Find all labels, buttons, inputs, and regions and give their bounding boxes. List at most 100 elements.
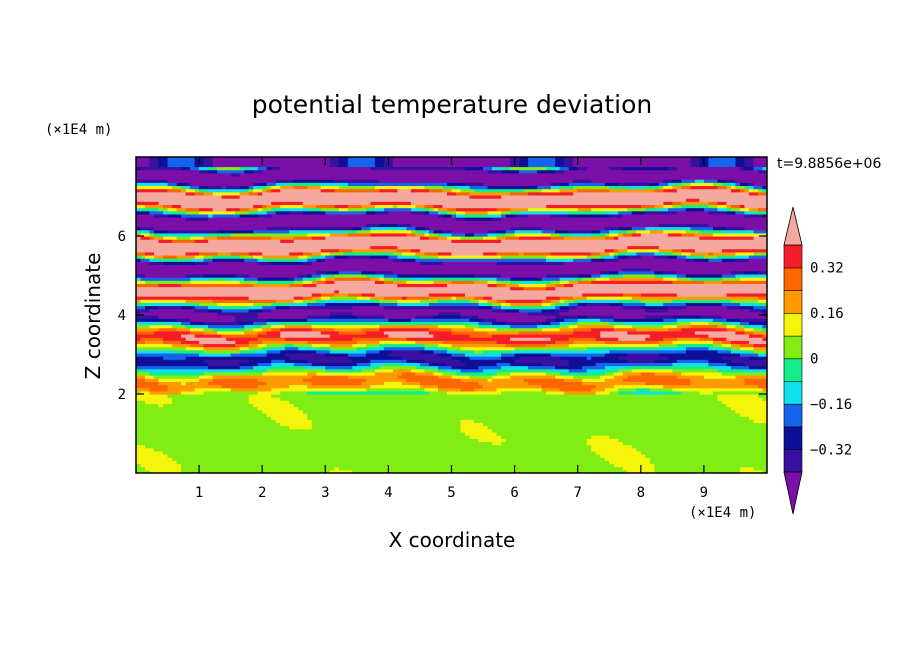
- contour-cell: [199, 302, 218, 307]
- contour-cell: [154, 375, 200, 379]
- contour-cell: [311, 236, 326, 240]
- contour-cell: [474, 280, 489, 284]
- contour-cell: [262, 204, 268, 209]
- contour-cell: [298, 406, 732, 411]
- contour-cell: [383, 163, 394, 168]
- contour-cell: [762, 324, 767, 329]
- contour-cell: [735, 185, 746, 190]
- contour-cell: [721, 371, 767, 376]
- contour-cell: [465, 182, 484, 187]
- contour-cell: [712, 182, 723, 187]
- contour-cell: [302, 280, 313, 284]
- contour-cell: [262, 371, 308, 376]
- contour-cell: [541, 308, 556, 313]
- contour-cell: [338, 330, 367, 335]
- contour-cell: [158, 160, 169, 164]
- contour-cell: [230, 232, 308, 237]
- contour-cell: [501, 390, 547, 395]
- contour-cell: [550, 280, 561, 284]
- contour-cell: [739, 166, 746, 171]
- contour-cell: [492, 428, 767, 433]
- contour-cell: [136, 254, 142, 259]
- contour-cell: [167, 384, 223, 389]
- contour-cell: [717, 201, 728, 205]
- contour-cell: [433, 333, 471, 338]
- contour-cell: [383, 280, 394, 284]
- contour-cell: [573, 296, 588, 300]
- contour-cell: [555, 157, 565, 161]
- contour-cell: [595, 450, 642, 455]
- contour-cell: [523, 188, 543, 193]
- contour-cell: [136, 311, 142, 316]
- contour-cell: [140, 337, 164, 341]
- contour-cell: [496, 261, 565, 266]
- contour-cell: [663, 179, 673, 183]
- contour-cell: [658, 223, 710, 228]
- contour-cell: [248, 251, 263, 256]
- contour-cell: [185, 381, 209, 386]
- contour-cell: [406, 359, 426, 363]
- contour-cell: [591, 251, 601, 256]
- contour-cell: [564, 163, 574, 168]
- contour-cell: [622, 232, 633, 237]
- contour-cell: [609, 166, 624, 171]
- contour-cell: [320, 292, 335, 297]
- contour-cell: [217, 166, 241, 171]
- contour-cell: [730, 188, 741, 193]
- contour-cell: [753, 349, 767, 354]
- contour-cell: [753, 182, 767, 187]
- contour-cell: [694, 179, 705, 183]
- contour-cell: [145, 251, 155, 256]
- contour-cell: [735, 327, 746, 332]
- contour-cell: [523, 378, 565, 382]
- contour-cell: [694, 258, 710, 262]
- contour-cell: [757, 207, 767, 212]
- contour-cell: [154, 213, 169, 218]
- contour-cell: [307, 365, 326, 370]
- contour-cell: [645, 454, 767, 458]
- contour-cell: [397, 302, 430, 307]
- contour-cell: [437, 299, 471, 303]
- contour-cell: [721, 356, 750, 360]
- contour-cell: [302, 283, 317, 288]
- contour-cell: [352, 305, 385, 310]
- contour-cell: [582, 292, 624, 297]
- contour-cell: [145, 305, 160, 310]
- contour-cell: [757, 169, 767, 174]
- contour-cell: [293, 299, 304, 303]
- colorbar-band: [783, 267, 803, 292]
- contour-cell: [501, 166, 511, 171]
- contour-cell: [217, 311, 259, 316]
- contour-cell: [600, 273, 610, 278]
- contour-cell: [262, 409, 304, 414]
- contour-cell: [185, 185, 191, 190]
- contour-cell: [176, 254, 196, 259]
- contour-cell: [609, 213, 624, 218]
- contour-cell: [753, 466, 767, 471]
- contour-cell: [568, 280, 579, 284]
- contour-cell: [618, 356, 669, 360]
- contour-cell: [329, 157, 340, 161]
- contour-cell: [136, 352, 200, 357]
- contour-cell: [609, 273, 624, 278]
- contour-cell: [181, 283, 254, 288]
- contour-cell: [735, 324, 746, 329]
- contour-cell: [253, 188, 263, 193]
- contour-cell: [383, 330, 430, 335]
- contour-cell: [753, 229, 767, 234]
- contour-cell: [496, 368, 552, 373]
- contour-cell: [136, 454, 169, 458]
- contour-cell: [514, 213, 529, 218]
- contour-cell: [600, 454, 646, 458]
- contour-cell: [428, 327, 453, 332]
- contour-cell: [406, 296, 430, 300]
- contour-cell: [181, 469, 331, 473]
- contour-cell: [568, 343, 660, 348]
- contour-cell: [546, 254, 588, 259]
- contour-cell: [212, 207, 227, 212]
- contour-cell: [365, 352, 389, 357]
- colorbar-tick-label: 0.32: [810, 261, 844, 277]
- contour-cell: [568, 166, 579, 171]
- contour-cell: [708, 210, 728, 215]
- contour-cell: [456, 207, 498, 212]
